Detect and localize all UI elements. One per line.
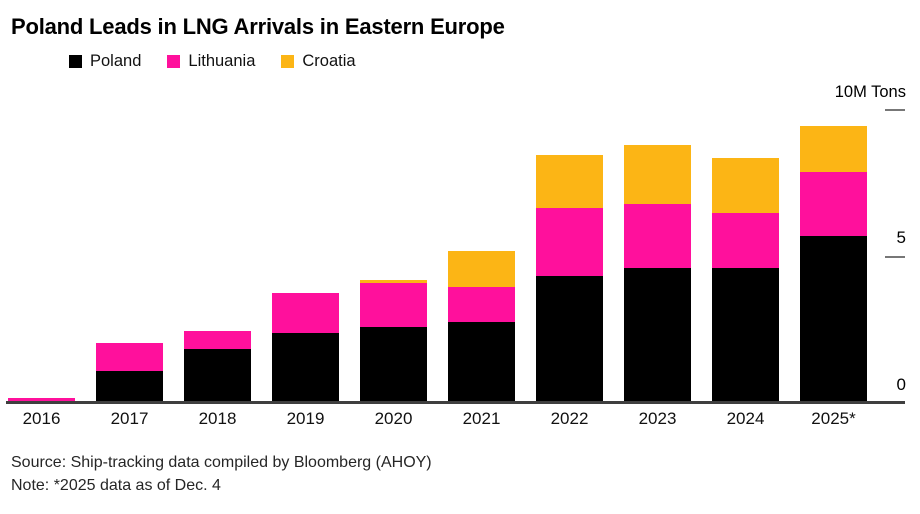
x-axis-label: 2018 <box>198 409 237 428</box>
x-axis-line <box>6 401 905 404</box>
bar-segment-poland <box>184 348 251 403</box>
x-axis-label: 2017 <box>110 409 149 428</box>
bar-segment-lithuania <box>448 287 515 323</box>
x-axis-label: 2019 <box>286 409 325 428</box>
bar-segment-lithuania <box>272 293 339 333</box>
y-tick-10 <box>885 109 905 111</box>
x-axis-label: 2024 <box>726 409 765 428</box>
bar-segment-poland <box>712 268 779 403</box>
bar-segment-poland <box>272 332 339 403</box>
poland-swatch-icon <box>69 55 82 68</box>
legend-item-croatia: Croatia <box>281 52 356 71</box>
plot-area <box>8 110 877 403</box>
x-axis-label: 2023 <box>638 409 677 428</box>
x-axis-label: 2022 <box>550 409 589 428</box>
y-axis-unit-label: 10M Tons <box>834 83 906 101</box>
bar-segment-lithuania <box>624 203 691 269</box>
page-title: Poland Leads in LNG Arrivals in Eastern … <box>11 14 505 39</box>
chart-footer: Source: Ship-tracking data compiled by B… <box>11 451 432 497</box>
bar-segment-croatia <box>712 158 779 213</box>
bar-segment-lithuania <box>712 212 779 269</box>
source-note: Source: Ship-tracking data compiled by B… <box>11 454 432 471</box>
data-note: Note: *2025 data as of Dec. 4 <box>11 477 221 494</box>
bar-segment-lithuania <box>96 342 163 371</box>
y-axis-label-5: 5 <box>896 228 906 247</box>
legend-item-poland: Poland <box>69 52 141 71</box>
x-axis-label: 2021 <box>462 409 501 428</box>
y-axis-label-0: 0 <box>896 375 906 394</box>
bar-segment-lithuania <box>536 208 603 276</box>
y-tick-5 <box>885 256 905 258</box>
lithuania-swatch-icon <box>167 55 181 68</box>
legend-label-croatia: Croatia <box>302 52 356 70</box>
chart-legend: Poland Lithuania Croatia <box>69 52 356 71</box>
bar-segment-poland <box>360 326 427 403</box>
legend-label-poland: Poland <box>90 52 142 70</box>
x-axis-label: 2016 <box>22 409 61 428</box>
legend-item-lithuania: Lithuania <box>167 52 255 71</box>
bar-segment-lithuania <box>360 282 427 327</box>
bar-segment-croatia <box>448 250 515 288</box>
bar-segment-croatia <box>536 155 603 209</box>
bar-segment-croatia <box>624 145 691 204</box>
croatia-swatch-icon <box>281 55 295 68</box>
bar-segment-lithuania <box>800 171 867 236</box>
bar-segment-lithuania <box>184 331 251 349</box>
bar-segment-lithuania <box>8 397 75 401</box>
x-axis-labels: 2016 2017 2018 2019 2020 2021 2022 2023 2024 2025… <box>8 409 877 431</box>
x-axis-label: 2025* <box>811 409 856 428</box>
bar-segment-croatia <box>360 279 427 283</box>
bar-segment-poland <box>800 236 867 403</box>
x-axis-label: 2020 <box>374 409 413 428</box>
bar-segment-poland <box>624 268 691 403</box>
bar-segment-croatia <box>800 126 867 172</box>
bar-segment-poland <box>96 370 163 403</box>
bar-segment-poland <box>536 275 603 403</box>
bar-segment-poland <box>448 322 515 403</box>
legend-label-lithuania: Lithuania <box>188 52 256 70</box>
